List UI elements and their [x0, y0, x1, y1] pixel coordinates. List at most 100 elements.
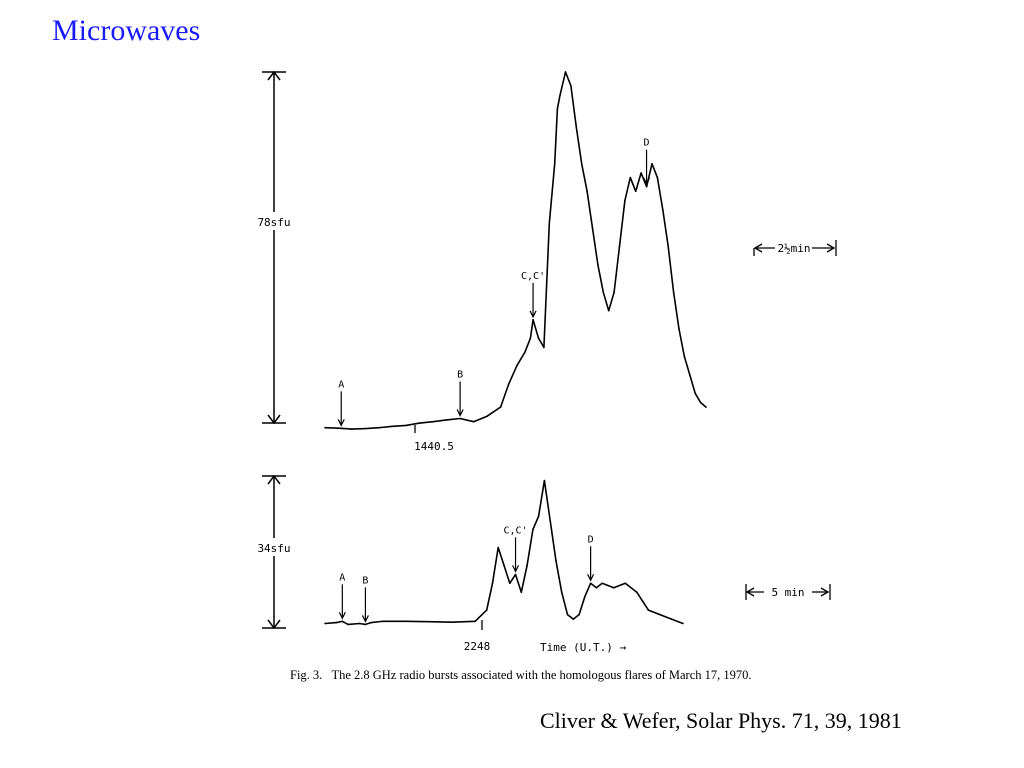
top-data-point: [543, 346, 545, 349]
top-data-point: [645, 185, 648, 188]
top-data-point: [575, 126, 578, 128]
chart-top: 78sfu 2½min 1440.5 A B C,C' D: [254, 70, 837, 453]
top-data-point: [597, 264, 599, 266]
top-data-point: [640, 172, 642, 174]
top-scale-label: 78sfu: [257, 216, 290, 229]
bottom-data-point: [670, 618, 673, 620]
bottom-data-point: [491, 582, 494, 585]
time-axis-label: Time (U.T.) →: [540, 641, 626, 654]
top-data-point: [570, 85, 572, 87]
top-data-point: [405, 424, 407, 427]
bottom-tick-label: 2248: [464, 640, 491, 653]
top-data-point: [591, 227, 594, 229]
top-data-point: [391, 425, 394, 428]
bottom-data-point: [543, 479, 546, 482]
bottom-data-point: [601, 582, 603, 585]
top-data-point: [678, 328, 680, 330]
top-data-point: [499, 406, 502, 408]
bottom-data-point: [641, 600, 644, 602]
bottom-data-point: [335, 621, 338, 624]
top-data-point: [667, 245, 669, 248]
top-data-point: [689, 374, 691, 376]
bottom-data-point: [428, 620, 430, 623]
top-data-point: [613, 291, 615, 294]
top-marker-label: A: [338, 379, 344, 390]
top-data-point: [524, 351, 526, 353]
top-data-point: [548, 222, 551, 225]
top-data-point: [662, 208, 664, 211]
bottom-data-point: [514, 573, 517, 576]
top-series-line: [324, 71, 707, 430]
bottom-data-point: [566, 613, 569, 616]
top-data-point: [486, 415, 488, 418]
top-data-point: [618, 245, 621, 248]
top-data-point: [705, 406, 707, 408]
top-data-point: [607, 309, 610, 312]
top-data-point: [337, 427, 340, 430]
bottom-data-point: [485, 609, 488, 611]
top-data-point: [556, 107, 559, 110]
bottom-data-point: [370, 621, 373, 624]
bottom-data-point: [584, 595, 586, 598]
bottom-marker: C,C': [504, 525, 528, 573]
top-data-point: [624, 199, 626, 202]
bottom-data-point: [451, 621, 453, 623]
top-marker-label: D: [644, 138, 650, 149]
top-time-scale: 2½min: [753, 240, 837, 256]
bottom-data-point: [341, 620, 344, 623]
bottom-data-point: [682, 622, 684, 625]
top-tick-label: 1440.5: [414, 440, 454, 453]
bottom-marker-label: C,C': [504, 525, 528, 536]
top-data-point: [553, 163, 556, 165]
bottom-marker: D: [587, 534, 595, 582]
top-data-point: [656, 176, 659, 179]
top-data-point: [699, 401, 702, 404]
top-data-point: [559, 94, 561, 96]
top-data-point: [459, 417, 461, 420]
bottom-marker-label: A: [339, 572, 345, 583]
bottom-data-point: [595, 587, 598, 589]
top-marker: D: [643, 138, 651, 186]
top-time-scale-label: 2½min: [777, 242, 810, 255]
top-data-point: [324, 426, 326, 429]
figure-caption: Fig. 3. The 2.8 GHz radio bursts associa…: [290, 668, 752, 682]
top-tick: 1440.5: [414, 425, 454, 453]
bottom-data-point: [624, 582, 627, 585]
bottom-data-point: [659, 613, 661, 616]
citation: Cliver & Wefer, Solar Phys. 71, 39, 1981: [540, 708, 902, 733]
bottom-scale-label: 34sfu: [257, 542, 290, 555]
bottom-data-point: [405, 620, 407, 623]
top-marker-label: C,C': [521, 271, 545, 282]
bottom-tick: 2248: [464, 620, 491, 653]
bottom-data-point: [589, 582, 592, 585]
bottom-marker-label: B: [362, 575, 368, 586]
bottom-data-point: [324, 622, 326, 625]
top-data-point: [651, 163, 653, 165]
bottom-data-point: [636, 591, 638, 593]
top-data-point: [564, 71, 567, 73]
bottom-data-point: [381, 620, 384, 623]
bottom-data-point: [555, 560, 557, 562]
top-data-point: [364, 427, 367, 430]
top-data-point: [351, 428, 353, 430]
bottom-data-point: [572, 618, 575, 620]
top-data-point: [672, 291, 675, 294]
bottom-series-line: [324, 479, 684, 626]
top-data-point: [516, 364, 518, 367]
top-marker-label: B: [457, 370, 463, 381]
bottom-time-scale-label: 5 min: [771, 586, 804, 599]
top-data-point: [472, 420, 475, 423]
bottom-data-point: [560, 591, 563, 593]
bottom-data-point: [497, 546, 500, 549]
top-data-point: [602, 291, 605, 294]
bottom-data-point: [347, 623, 349, 626]
bottom-data-point: [474, 620, 476, 623]
top-data-point: [694, 392, 696, 395]
top-data-point: [634, 190, 637, 193]
top-data-point: [507, 383, 510, 385]
bottom-data-point: [537, 515, 540, 517]
top-data-point: [580, 163, 583, 165]
top-data-point: [378, 426, 380, 429]
bottom-data-point: [520, 591, 523, 593]
bottom-marker-label: D: [588, 534, 594, 545]
